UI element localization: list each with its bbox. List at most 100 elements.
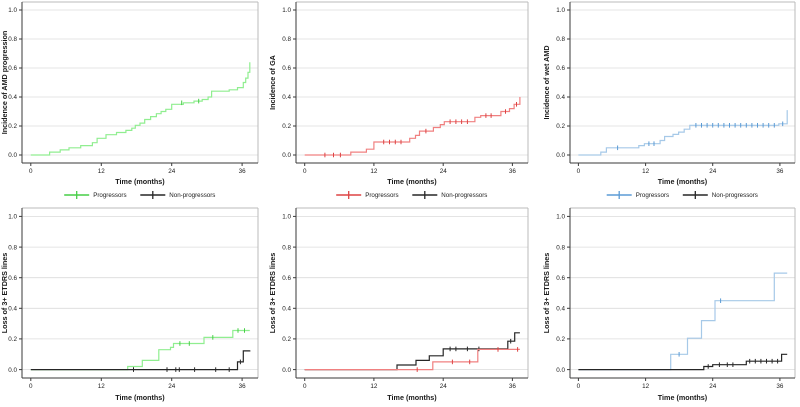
x-tick-label: 12 [370,383,378,390]
y-tick-label: 0.4 [556,94,565,101]
x-tick-label: 12 [642,383,650,390]
x-axis-label: Time (months) [115,177,165,186]
gridlines [570,215,795,371]
y-tick-label: 0.0 [556,152,565,159]
x-axis-ticks: 0 12 24 36 [577,163,784,175]
y-tick-label: 0.6 [8,275,17,282]
x-axis-ticks: 0 12 24 36 [29,163,246,175]
x-tick-label: 36 [239,168,247,175]
y-tick-label: 1.0 [556,214,565,221]
panel-etdrs-loss-red: 0 12 24 36 0.0 0.2 0.4 0.6 0.8 1.0 Time (months) Lo… [266,200,532,407]
gridlines [22,9,258,156]
y-tick-label: 0.4 [282,94,291,101]
series-non-progressors [30,350,251,372]
y-tick-label: 0.6 [282,65,291,72]
y-tick-label: 0.2 [8,123,17,130]
legend: Progressors Non-progressors [606,191,758,199]
y-axis-label: Incidence of AMD progression [0,31,9,135]
gridlines [296,215,528,371]
plot-frame [21,1,259,164]
plot-frame [295,207,529,379]
y-tick-label: 0.2 [282,123,291,130]
panel-incidence-ga: 0 12 24 36 0.0 0.2 0.4 0.6 0.8 1.0 Time (months) In… [266,0,532,200]
x-axis-label: Time (months) [387,393,437,402]
x-axis-ticks: 0 12 24 36 [303,378,516,390]
y-axis-ticks: 0.0 0.2 0.4 0.6 0.8 1.0 [282,214,296,374]
x-tick-label: 36 [509,168,517,175]
series-progressors [304,97,521,158]
x-tick-label: 12 [642,168,650,175]
y-tick-label: 0.4 [8,94,17,101]
y-tick-label: 1.0 [282,214,291,221]
y-axis-label: Incidence of wet AMD [542,45,551,119]
legend-label: Progressors [365,192,398,199]
y-tick-label: 0.2 [556,123,565,130]
y-tick-label: 0.6 [556,275,565,282]
x-tick-label: 24 [168,168,176,175]
x-tick-label: 36 [776,168,784,175]
y-tick-label: 0.6 [556,65,565,72]
gridlines [296,9,528,156]
y-tick-label: 0.0 [8,367,17,374]
x-tick-label: 0 [577,383,581,390]
chart-incidence-wet-amd: 0 12 24 36 0.0 0.2 0.4 0.6 0.8 1.0 Time (months) In… [542,1,796,199]
y-axis-ticks: 0.0 0.2 0.4 0.6 0.8 1.0 [556,7,570,159]
x-tick-label: 24 [168,383,176,390]
legend: Progressors Non-progressors [64,191,215,199]
x-tick-label: 12 [98,383,106,390]
y-axis-label: Incidence of GA [268,55,277,110]
x-axis-ticks: 0 12 24 36 [29,378,246,390]
series-progressors [30,328,250,371]
x-tick-label: 36 [509,383,517,390]
legend: Progressors Non-progressors [336,191,487,199]
series-progressors [578,110,788,156]
y-axis-ticks: 0.0 0.2 0.4 0.6 0.8 1.0 [282,7,296,159]
plot-frame [569,207,796,379]
x-tick-label: 0 [303,383,307,390]
y-tick-label: 0.4 [556,306,565,313]
chart-incidence-amd-progression: 0 12 24 36 0.0 0.2 0.4 0.6 0.8 1.0 Time (months) In… [0,1,259,199]
x-tick-label: 24 [709,383,717,390]
panel-incidence-wet-amd: 0 12 24 36 0.0 0.2 0.4 0.6 0.8 1.0 Time (months) In… [532,0,800,200]
y-tick-label: 0.8 [8,244,17,251]
x-tick-label: 12 [98,168,106,175]
x-tick-label: 36 [776,383,784,390]
y-tick-label: 0.0 [282,367,291,374]
y-tick-label: 0.0 [556,367,565,374]
x-tick-label: 12 [370,168,378,175]
chart-incidence-ga: 0 12 24 36 0.0 0.2 0.4 0.6 0.8 1.0 Time (months) In… [268,1,529,199]
gridlines [22,215,258,371]
y-axis-label: Loss of 3+ ETDRS lines [0,253,9,333]
y-axis-ticks: 0.0 0.2 0.4 0.6 0.8 1.0 [556,214,570,374]
chart-etdrs-loss-blue: 0 12 24 36 0.0 0.2 0.4 0.6 0.8 1.0 Time (months) Lo… [542,207,796,402]
y-tick-label: 1.0 [556,7,565,14]
x-tick-label: 0 [577,168,581,175]
legend-label: Progressors [636,192,669,199]
y-tick-label: 0.4 [282,306,291,313]
x-tick-label: 24 [709,168,717,175]
y-axis-label: Loss of 3+ ETDRS lines [268,253,277,333]
y-axis-ticks: 0.0 0.2 0.4 0.6 0.8 1.0 [8,7,22,159]
chart-etdrs-loss-red: 0 12 24 36 0.0 0.2 0.4 0.6 0.8 1.0 Time (months) Lo… [268,207,529,402]
y-tick-label: 0.6 [282,275,291,282]
y-tick-label: 0.8 [282,36,291,43]
plot-frame [295,1,529,164]
series-non-progressors [304,332,520,371]
plot-frame [569,1,796,164]
plot-frame [21,207,259,379]
x-axis-ticks: 0 12 24 36 [303,163,516,175]
legend-label: Non-progressors [169,192,215,199]
gridlines [570,9,795,156]
x-tick-label: 0 [303,168,307,175]
y-tick-label: 0.8 [556,244,565,251]
legend-label: Progressors [93,192,126,199]
y-tick-label: 0.0 [282,152,291,159]
y-axis-ticks: 0.0 0.2 0.4 0.6 0.8 1.0 [8,214,22,374]
x-tick-label: 24 [440,383,448,390]
panel-etdrs-loss-green: 0 12 24 36 0.0 0.2 0.4 0.6 0.8 1.0 Time (months) Lo… [0,200,266,407]
y-tick-label: 0.8 [8,36,17,43]
x-axis-ticks: 0 12 24 36 [577,378,784,390]
x-axis-label: Time (months) [115,393,165,402]
x-tick-label: 0 [29,383,33,390]
